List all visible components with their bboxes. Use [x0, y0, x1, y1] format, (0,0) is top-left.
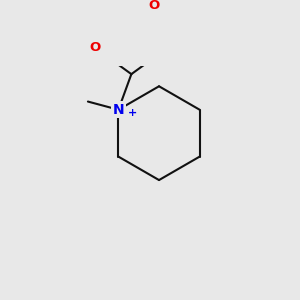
Text: O: O	[90, 41, 101, 55]
Text: O: O	[148, 0, 159, 12]
Text: N: N	[112, 103, 124, 117]
Text: +: +	[128, 108, 137, 118]
